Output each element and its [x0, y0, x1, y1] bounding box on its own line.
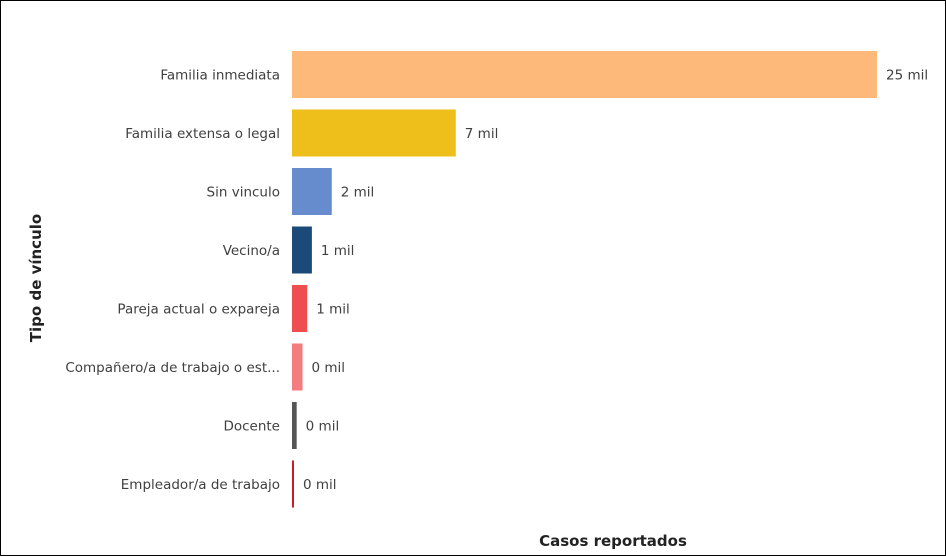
- category-label-6: Docente: [223, 419, 280, 435]
- category-label-3: Vecino/a: [223, 243, 280, 259]
- category-label-0: Familia inmediata: [160, 68, 280, 84]
- value-label-7: 0 mil: [303, 477, 337, 493]
- category-label-7: Empleador/a de trabajo: [121, 477, 280, 493]
- value-label-0: 25 mil: [886, 68, 928, 84]
- bar-6: [292, 402, 297, 449]
- category-label-4: Pareja actual o expareja: [117, 302, 280, 318]
- value-label-4: 1 mil: [316, 302, 350, 318]
- bar-2: [292, 168, 332, 215]
- bar-5: [292, 343, 303, 391]
- category-labels-group: Familia inmediata Familia extensa o legal…: [65, 68, 280, 494]
- category-label-5: Compañero/a de trabajo o est...: [65, 360, 280, 376]
- category-label-1: Familia extensa o legal: [125, 126, 280, 142]
- value-labels-group: 25 mil 7 mil 2 mil 1 mil 1 mil 0 mil 0 mil 0 mi…: [303, 68, 928, 494]
- bars-group: [292, 51, 877, 508]
- bar-7: [292, 460, 294, 508]
- value-label-5: 0 mil: [312, 360, 346, 376]
- category-label-2: Sin vinculo: [207, 185, 280, 201]
- bar-0: [292, 51, 877, 98]
- bar-3: [292, 226, 312, 274]
- bar-1: [292, 109, 456, 157]
- value-label-6: 0 mil: [306, 419, 340, 435]
- value-label-2: 2 mil: [341, 185, 375, 201]
- y-axis-title: Tipo de vínculo: [27, 214, 45, 342]
- value-label-3: 1 mil: [321, 243, 355, 259]
- bar-4: [292, 285, 308, 332]
- x-axis-title: Casos reportados: [539, 532, 687, 550]
- value-label-1: 7 mil: [465, 126, 499, 142]
